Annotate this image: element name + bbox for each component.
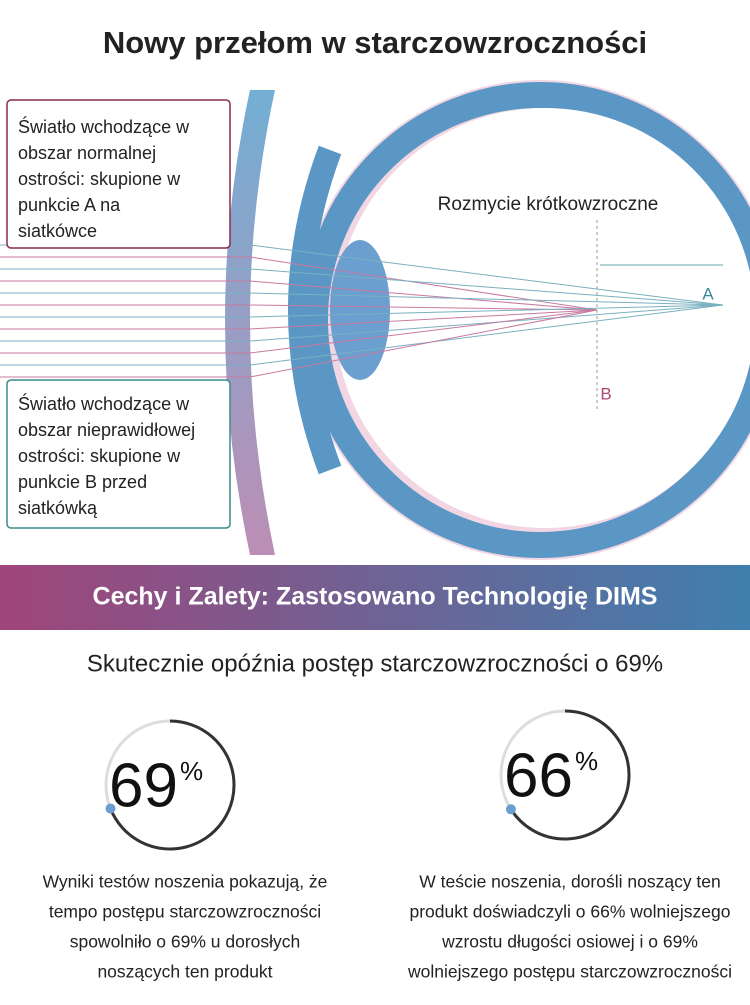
stat-text: wolniejszego postępu starczowzroczności	[407, 962, 732, 982]
box-line: Światło wchodzące w	[18, 116, 190, 137]
eye-wall	[302, 82, 750, 558]
point-a: A	[702, 284, 714, 303]
box-b	[6, 379, 231, 529]
box-line: ostrości: skupione w	[18, 446, 181, 466]
cornea	[288, 145, 342, 475]
box-line: ostrości: skupione w	[18, 169, 181, 189]
title: Nowy przełom w starczowzroczności	[103, 25, 647, 60]
light-ray	[249, 244, 724, 306]
stat-value: 69	[109, 751, 178, 820]
stat-text: W teście noszenia, dorośli noszący ten	[419, 872, 721, 892]
box-line: punkcie A na	[18, 195, 121, 215]
light-ray	[249, 292, 724, 306]
light-ray	[249, 309, 598, 378]
box-line: obszar nieprawidłowej	[18, 420, 195, 440]
subtitle: Skutecznie opóźnia postęp starczowzroczn…	[87, 650, 663, 677]
blur-label: Rozmycie krótkowzroczne	[438, 194, 659, 215]
ring-arc	[109, 719, 236, 851]
stat-text: tempo postępu starczowzroczności	[49, 902, 321, 922]
light-ray	[249, 304, 724, 342]
box-line: obszar normalnej	[18, 143, 156, 163]
light-ray	[249, 304, 724, 366]
ring-dot	[105, 803, 116, 814]
box-a	[6, 99, 231, 249]
box-line: Światło wchodzące w	[18, 393, 190, 414]
stat-unit: %	[180, 756, 203, 786]
eye-diagram: Rozmycie krótkowzroczne A B Światło wcho…	[0, 80, 750, 560]
eye-inner	[335, 108, 750, 528]
point-b: B	[600, 384, 611, 403]
banner: Cechy i Zalety: Zastosowano Technologię …	[93, 583, 658, 611]
light-ray	[249, 304, 724, 318]
stat-text: produkt doświadczyli o 66% wolniejszego	[409, 902, 730, 922]
box-line: punkcie B przed	[18, 472, 147, 492]
box-line: siatkówce	[18, 221, 97, 241]
light-ray	[249, 268, 724, 306]
crystalline-lens	[330, 240, 390, 380]
stat-text: Wyniki testów noszenia pokazują, że	[43, 872, 328, 892]
ring-dot	[505, 804, 516, 815]
banner-bg	[0, 565, 750, 630]
ring-arc	[509, 709, 631, 841]
stat-text: noszących ten produkt	[97, 962, 272, 982]
stat-value: 66	[504, 741, 573, 810]
light-ray	[249, 309, 598, 330]
light-ray	[249, 309, 598, 354]
stat-text: spowolniło o 69% u dorosłych	[70, 932, 301, 952]
light-ray	[249, 256, 598, 311]
light-ray	[249, 280, 598, 311]
stat-text: wzrostu długości osiowej i o 69%	[441, 932, 698, 952]
stat-unit: %	[575, 746, 598, 776]
lens-plate	[225, 90, 275, 555]
box-line: siatkówką	[18, 498, 98, 518]
